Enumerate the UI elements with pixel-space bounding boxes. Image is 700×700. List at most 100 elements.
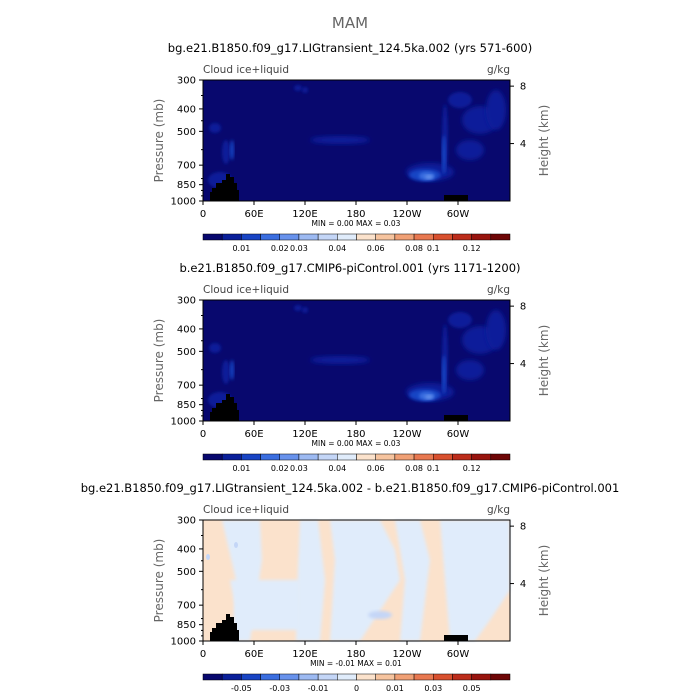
x-tick-label: 60E [244, 209, 263, 220]
topography [237, 190, 239, 201]
x-tick-label: 120E [292, 209, 317, 220]
x-tick-label: 60W [447, 429, 470, 440]
panel-title: bg.e21.B1850.f09_g17.LIGtransient_124.5k… [81, 481, 620, 495]
colorbar-swatch [394, 233, 415, 241]
contour-blob [425, 175, 433, 179]
topography [230, 397, 234, 421]
panel-3: bg.e21.B1850.f09_g17.LIGtransient_124.5k… [81, 481, 620, 693]
colorbar-swatch [452, 453, 472, 461]
contour-blob [310, 136, 370, 144]
y2-tick-label: 8 [520, 522, 526, 533]
y-tick-label: 850 [177, 180, 196, 191]
topography [234, 623, 237, 641]
colorbar-swatch [471, 673, 492, 681]
contour-blob [294, 305, 302, 311]
x-tick-label: 0 [200, 429, 206, 440]
y-tick-label: 300 [177, 516, 196, 527]
contour-blob [486, 310, 506, 350]
y2-tick-label: 8 [520, 82, 526, 93]
y-tick-label: 850 [177, 620, 196, 631]
x-tick-label: 180 [346, 209, 365, 220]
colorbar-label: 0.01 [232, 244, 250, 253]
x-tick-label: 180 [346, 429, 365, 440]
colorbar-swatch [241, 453, 261, 461]
x-tick-label: 60E [244, 429, 263, 440]
topography [222, 400, 226, 421]
topography [230, 177, 234, 201]
topography [216, 183, 222, 201]
x-tick-label: 120E [292, 649, 317, 660]
topography [210, 632, 212, 641]
colorbar-swatch [413, 233, 434, 241]
y-tick-label: 500 [177, 127, 196, 138]
contour-blob [330, 520, 400, 641]
contour-blob [294, 85, 302, 91]
contour-blob [310, 356, 370, 364]
contour-blob [209, 343, 221, 353]
y2-tick-label: 4 [520, 359, 526, 370]
contour-blob [442, 355, 446, 395]
y-tick-label: 1000 [171, 417, 196, 428]
y-tick-label: 850 [177, 400, 196, 411]
topography [234, 403, 237, 421]
topography [237, 410, 239, 421]
topography [210, 192, 212, 201]
colorbar-swatch [260, 673, 280, 681]
x-tick-label: 120W [393, 429, 422, 440]
topography [226, 174, 230, 201]
colorbar-swatch [298, 453, 319, 461]
colorbar-swatch [337, 453, 357, 461]
y-axis-label: Pressure (mb) [152, 319, 166, 403]
topography [444, 415, 468, 421]
colorbar-swatch [241, 673, 261, 681]
panel-1: bg.e21.B1850.f09_g17.LIGtransient_124.5k… [152, 41, 551, 253]
colorbar-swatch [471, 233, 492, 241]
contour-blob [230, 140, 234, 160]
contour-blob [230, 360, 234, 380]
y-tick-label: 700 [177, 161, 196, 172]
colorbar-swatch [490, 233, 511, 241]
colorbar-swatch [221, 233, 242, 241]
colorbar-swatch [317, 453, 338, 461]
colorbar-label: 0.03 [424, 684, 442, 693]
colorbar-swatch [260, 233, 280, 241]
colorbar-label: -0.05 [231, 684, 252, 693]
page-title: MAM [332, 14, 368, 32]
topography [230, 617, 234, 641]
y2-axis-label: Height (km) [537, 325, 551, 396]
colorbar-swatch [394, 673, 415, 681]
topography [237, 630, 239, 641]
y-tick-label: 500 [177, 347, 196, 358]
y-tick-label: 1000 [171, 637, 196, 648]
colorbar-label: -0.01 [308, 684, 329, 693]
stats-label: MIN = -0.01 MAX = 0.01 [310, 659, 402, 668]
colorbar-label: 0.08 [405, 464, 423, 473]
colorbar-swatch [375, 233, 396, 241]
topography [222, 180, 226, 201]
contour-blob [234, 542, 238, 548]
colorbar-swatch [375, 453, 396, 461]
x-tick-label: 120E [292, 429, 317, 440]
colorbar-swatch [279, 233, 300, 241]
x-tick-label: 120W [393, 209, 422, 220]
colorbar-swatch [452, 233, 472, 241]
colorbar-label: 0.1 [427, 244, 440, 253]
colorbar-swatch [317, 233, 338, 241]
colorbar-label: 0.04 [328, 464, 346, 473]
y-tick-label: 400 [177, 544, 196, 555]
colorbar-swatch [375, 673, 396, 681]
contour-blob [209, 123, 221, 133]
colorbar-swatch [356, 233, 376, 241]
colorbar-swatch [337, 673, 357, 681]
colorbar-swatch [490, 453, 511, 461]
x-tick-label: 60W [447, 209, 470, 220]
contour-blob [442, 135, 446, 175]
contour-blob [222, 140, 230, 164]
colorbar-label: 0 [354, 684, 359, 693]
colorbar-label: 0.01 [386, 684, 404, 693]
colorbar-swatch [279, 453, 300, 461]
contour-blob [206, 554, 210, 560]
colorbar-label: -0.03 [269, 684, 290, 693]
colorbar-swatch [260, 453, 280, 461]
